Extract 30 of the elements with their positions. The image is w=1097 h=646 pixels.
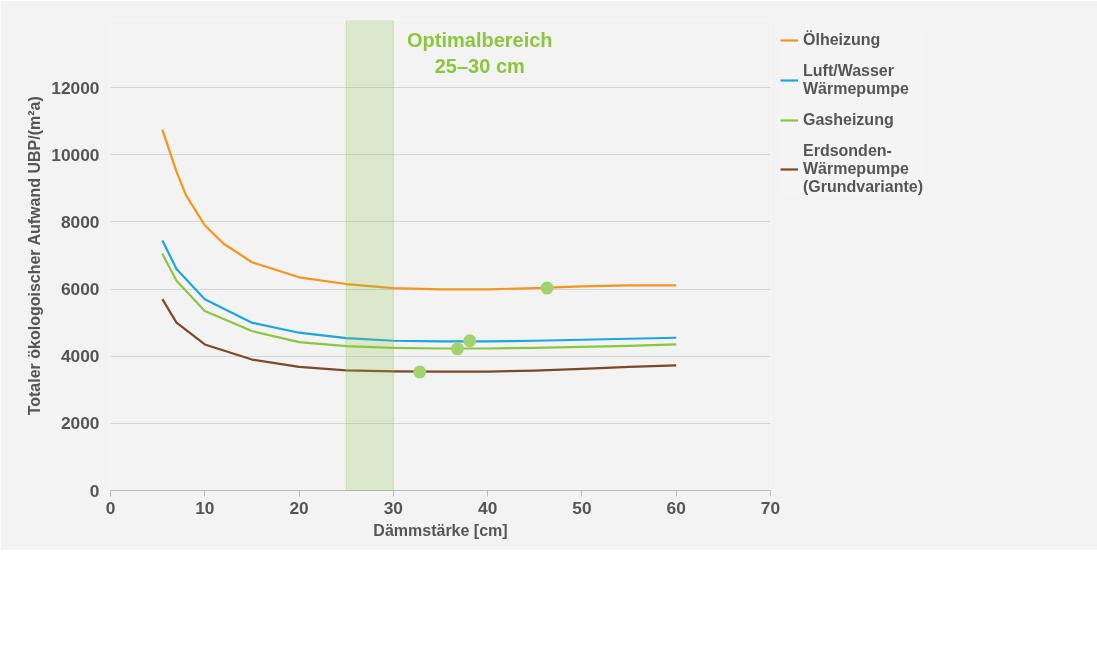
- legend-label: Gasheizung: [803, 111, 894, 129]
- y-tick-label: 6000: [60, 279, 100, 300]
- x-tick-label: 30: [383, 497, 403, 518]
- x-axis-title: Dämmstärke [cm]: [373, 521, 508, 539]
- y-axis-title: Totaler ökologoischer Aufwand UBP/(m²a): [26, 96, 44, 416]
- y-tick-label: 4000: [60, 346, 100, 367]
- y-tick-label: 2000: [60, 413, 100, 434]
- legend-label: Erdsonden-Wärmepumpe (Grundvariante): [803, 142, 924, 196]
- x-tick-label: 10: [195, 497, 215, 518]
- point: [463, 334, 477, 348]
- band-label: Optimalbereich 25–30 cm: [406, 28, 553, 77]
- legend-label: Ölheizung: [803, 31, 881, 49]
- x-tick-label: 50: [572, 497, 592, 518]
- y-tick-label: 8000: [60, 211, 100, 232]
- point: [540, 281, 554, 295]
- line-series: [161, 239, 678, 343]
- x-tick-label: 0: [105, 497, 116, 518]
- x-tick-label: 20: [289, 497, 309, 518]
- x-tick-label: 60: [666, 497, 686, 518]
- y-tick-label: 12000: [51, 77, 100, 98]
- line-series: [161, 252, 678, 350]
- line-series: [161, 298, 678, 373]
- line-series: [161, 128, 678, 291]
- point: [450, 342, 464, 356]
- legend-label: Luft/Wasser Wärmepumpe: [803, 62, 909, 98]
- y-tick-label: 0: [89, 480, 100, 501]
- x-tick-label: 40: [478, 497, 498, 518]
- x-tick-label: 70: [760, 497, 781, 518]
- y-tick-label: 10000: [51, 144, 100, 165]
- point: [413, 365, 427, 379]
